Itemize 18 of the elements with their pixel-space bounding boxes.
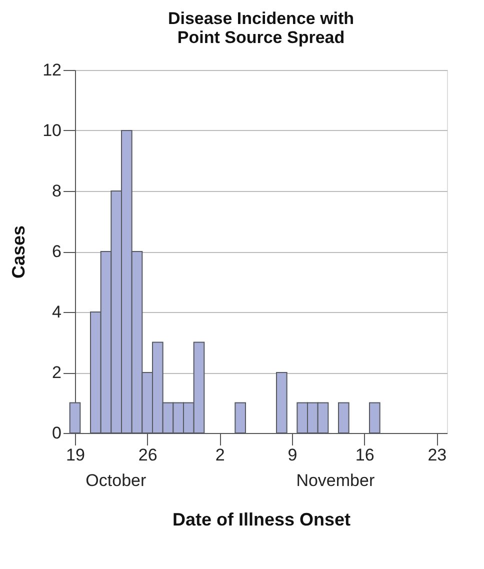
x-axis-title: Date of Illness Onset bbox=[172, 510, 351, 530]
y-tick-label: 8 bbox=[52, 182, 62, 200]
y-tick-label: 10 bbox=[42, 121, 62, 140]
y-tick-label: 2 bbox=[52, 363, 62, 382]
chart-title: Disease Incidence with Point Source Spread bbox=[168, 9, 354, 47]
y-tick-label: 0 bbox=[52, 424, 62, 442]
text: November bbox=[296, 471, 375, 490]
text: October bbox=[86, 471, 146, 490]
y-tick-label: 6 bbox=[52, 242, 62, 261]
y-tick-label: 4 bbox=[52, 302, 62, 322]
y-axis-title: Cases bbox=[8, 225, 29, 279]
x-tick-label: 19 bbox=[66, 446, 85, 464]
y-tick-label: 12 bbox=[42, 60, 62, 80]
x-tick-label: 23 bbox=[428, 446, 447, 464]
x-tick-label: 2 bbox=[215, 446, 225, 464]
x-tick-label: 9 bbox=[288, 446, 298, 464]
x-tick-label: 26 bbox=[138, 446, 158, 464]
x-tick-label: 16 bbox=[355, 446, 374, 464]
